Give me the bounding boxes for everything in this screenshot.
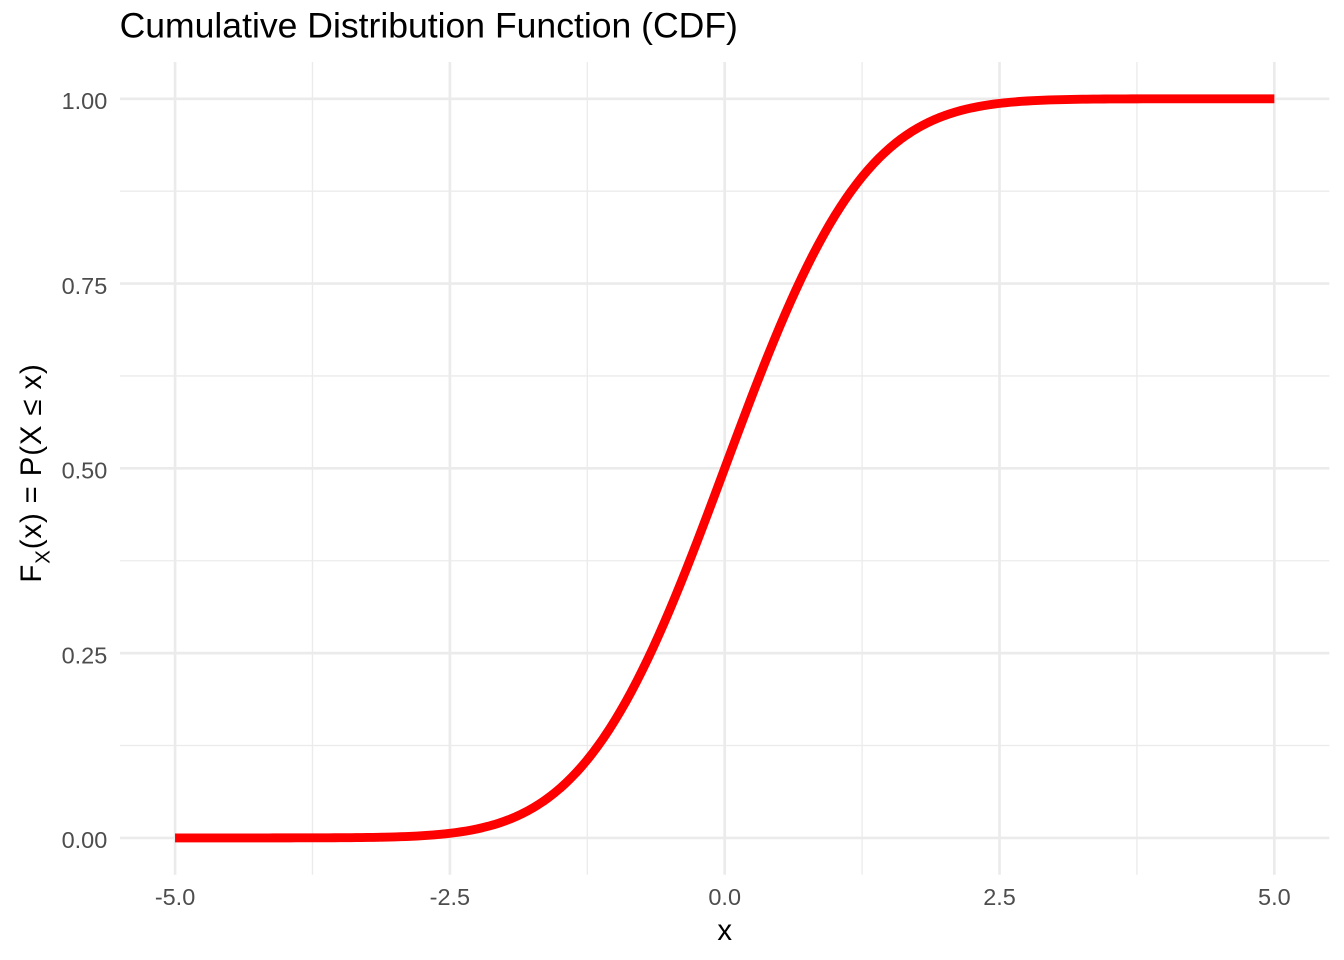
svg-text:5.0: 5.0 (1258, 884, 1291, 910)
svg-text:Cumulative Distribution Functi: Cumulative Distribution Function (CDF) (120, 5, 738, 45)
svg-text:0.0: 0.0 (708, 884, 741, 910)
svg-text:2.5: 2.5 (983, 884, 1016, 910)
svg-text:0.00: 0.00 (62, 827, 108, 853)
svg-text:x: x (717, 914, 732, 947)
svg-text:FX(x) = P(X ≤ x): FX(x) = P(X ≤ x) (15, 363, 55, 582)
svg-text:1.00: 1.00 (62, 88, 108, 114)
svg-text:0.50: 0.50 (62, 458, 108, 484)
svg-text:0.25: 0.25 (62, 642, 108, 668)
svg-text:0.75: 0.75 (62, 273, 108, 299)
svg-text:-2.5: -2.5 (430, 884, 470, 910)
svg-text:-5.0: -5.0 (155, 884, 195, 910)
